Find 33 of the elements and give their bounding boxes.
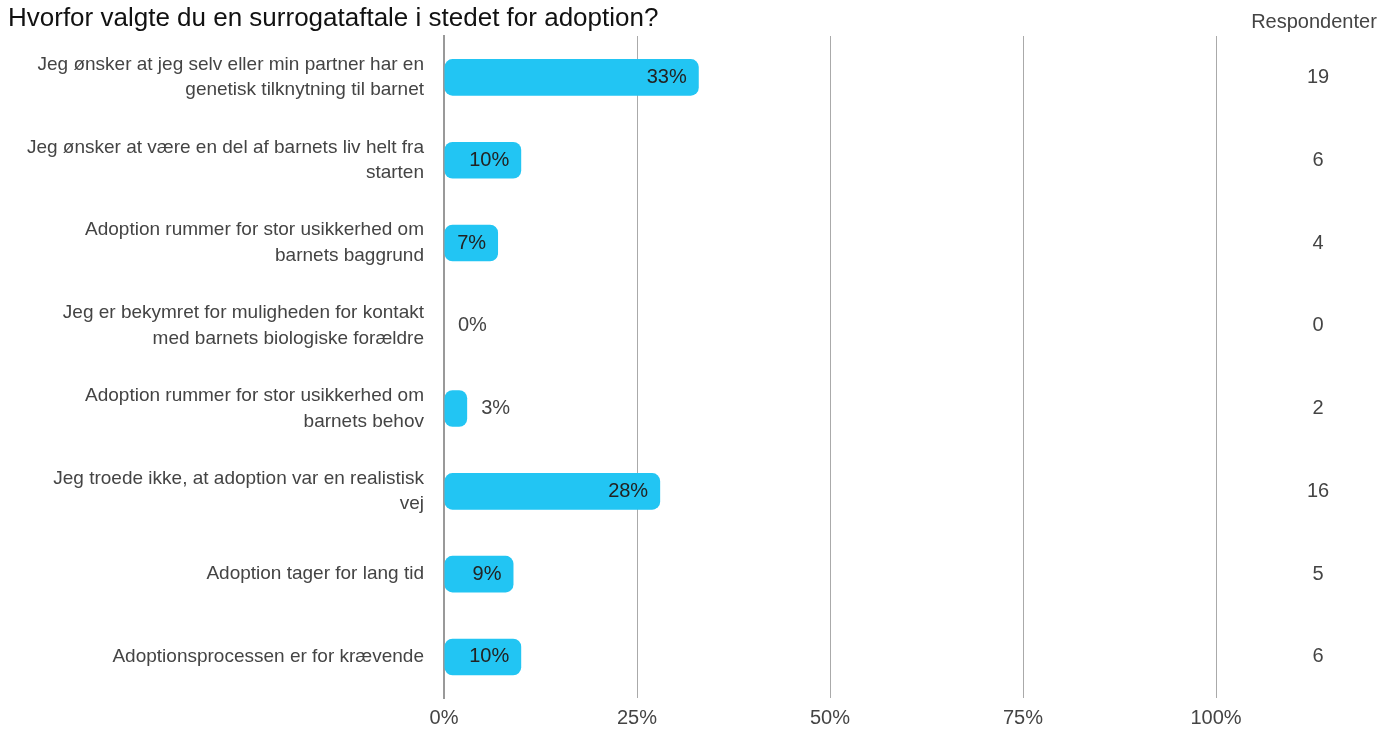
y-tick-label: Adoption rummer for stor usikkerhed om barnets baggrund <box>85 218 424 266</box>
data-label: 33% <box>646 64 687 87</box>
text: 4 <box>1312 230 1324 253</box>
x-tick-label: 100% <box>1190 705 1242 728</box>
x-tick-label: 75% <box>1002 705 1044 728</box>
y-tick-label: Jeg ønsker at være en del af barnets liv helt fra starten <box>26 135 425 183</box>
data-label: 7% <box>457 230 487 253</box>
data-label: 10% <box>469 644 510 667</box>
y-tick-label: Adoptionsprocessen er for krævende <box>112 645 424 667</box>
x-tick-label: 0% <box>429 705 459 728</box>
data-label: 10% <box>469 147 510 170</box>
x-tick-label: 50% <box>809 705 851 728</box>
y-tick-label: Jeg ønsker at jeg selv eller min partner har en genetisk tilknytning til barnet <box>37 52 425 100</box>
y-tick-label: Adoption tager for lang tid <box>206 562 424 584</box>
bar <box>444 59 699 96</box>
text: 6 <box>1312 644 1324 667</box>
data-label: 9% <box>472 561 502 584</box>
y-tick-label: Jeg er bekymret for muligheden for kontakt med barnets biologiske forældre <box>62 301 425 348</box>
y-tick-label: Adoption rummer for stor usikkerhed om barnets behov <box>85 383 425 431</box>
text: Respondenter <box>1251 9 1378 32</box>
data-label: 0% <box>458 313 488 336</box>
data-label: 3% <box>481 396 511 419</box>
bar <box>444 473 661 510</box>
chart-title: Hvorfor valgte du en surrogataftale i stedet for adoption? <box>8 2 659 33</box>
data-label: 28% <box>608 478 649 501</box>
text: 2 <box>1312 396 1324 419</box>
text: 6 <box>1312 147 1324 170</box>
x-tick-label: 25% <box>616 705 658 728</box>
text: 19 <box>1306 64 1330 87</box>
y-tick-label: Jeg troede ikke, at adoption var en realistisk vej <box>53 466 425 514</box>
text: 16 <box>1306 478 1330 501</box>
text: 0 <box>1312 313 1324 336</box>
text: 5 <box>1312 561 1324 584</box>
